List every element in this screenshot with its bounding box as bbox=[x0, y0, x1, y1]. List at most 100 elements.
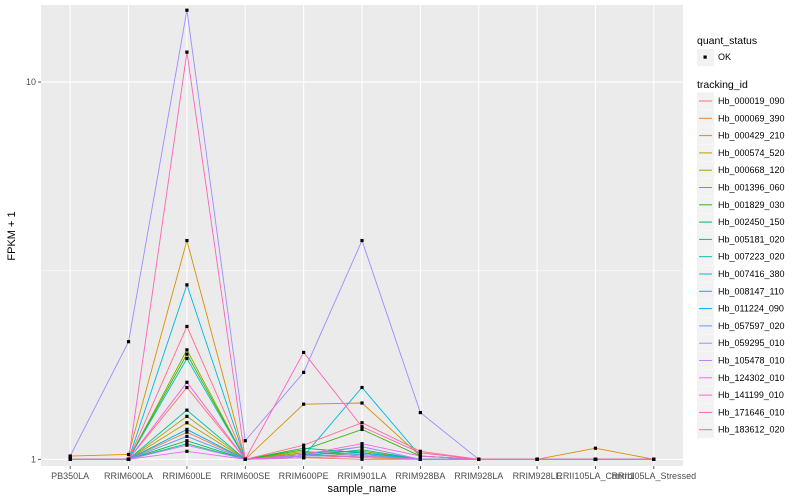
point-Hb_000668_120-2 bbox=[185, 414, 189, 418]
legend-series-entries: Hb_000019_090 Hb_000069_390 Hb_000429_210 H… bbox=[697, 92, 785, 439]
x-tick-label-9: RRII105LA_Control bbox=[556, 471, 634, 481]
y-tick-label-0: 1 bbox=[31, 454, 36, 464]
legend-series-label-3: Hb_000574_520 bbox=[718, 148, 785, 158]
point-Hb_141199_010-4 bbox=[302, 452, 306, 457]
point-Hb_057597_020-2 bbox=[185, 434, 189, 439]
point-Hb_000069_390-5 bbox=[360, 456, 364, 460]
legend-series-label-18: Hb_171646_010 bbox=[718, 407, 785, 417]
legend-series-label-6: Hb_001829_030 bbox=[718, 200, 785, 210]
point-Hb_183612_020-8 bbox=[535, 457, 539, 461]
point-Hb_183612_020-5 bbox=[360, 421, 364, 425]
legend-series-label-0: Hb_000019_090 bbox=[718, 96, 785, 106]
point-Hb_000429_210-9 bbox=[593, 446, 598, 450]
legend-quant-label-0: OK bbox=[718, 52, 731, 62]
point-Hb_007416_380-2 bbox=[185, 356, 189, 361]
legend-series-label-1: Hb_000069_390 bbox=[718, 113, 785, 123]
x-tick-label-10: RRII105LA_Stressed bbox=[612, 471, 697, 481]
point-Hb_011224_090-2 bbox=[185, 427, 189, 432]
point-Hb_124302_010-4 bbox=[302, 456, 306, 460]
point-Hb_059295_010-2 bbox=[185, 8, 189, 12]
legend-series-label-17: Hb_141199_010 bbox=[718, 390, 784, 400]
point-Hb_000069_390-2 bbox=[185, 430, 189, 434]
legend-series-label-7: Hb_002450_150 bbox=[718, 217, 785, 227]
point-Hb_000019_090-2 bbox=[185, 385, 189, 390]
point-Hb_183612_020-0 bbox=[68, 457, 72, 461]
point-Hb_171646_010-4 bbox=[302, 350, 306, 355]
point-Hb_105478_010-2 bbox=[185, 443, 189, 447]
legend-series-label-19: Hb_183612_020 bbox=[718, 425, 785, 435]
x-tick-label-4: RRIM600PE bbox=[279, 471, 329, 481]
legend-series-label-11: Hb_008147_110 bbox=[718, 286, 784, 296]
legend-series-label-13: Hb_057597_020 bbox=[718, 321, 785, 331]
x-tick-label-8: RRIM928LE bbox=[513, 471, 562, 481]
point-Hb_059295_010-1 bbox=[126, 340, 131, 344]
x-axis-title: sample_name bbox=[327, 483, 396, 495]
point-Hb_008147_110-5 bbox=[360, 385, 364, 390]
point-Hb_183612_020-2 bbox=[185, 324, 189, 329]
point-Hb_000429_210-1 bbox=[126, 452, 131, 457]
legend-quant-entries: OK bbox=[697, 49, 731, 66]
y-tick-label-1: 10 bbox=[26, 77, 36, 87]
point-Hb_059295_010-4 bbox=[302, 370, 306, 374]
legend-series-label-12: Hb_011224_090 bbox=[718, 304, 784, 314]
legend: quant_status OK tracking_id Hb_000019_09… bbox=[697, 35, 785, 439]
grid-major bbox=[41, 5, 683, 466]
legend-series-label-8: Hb_005181_020 bbox=[718, 234, 785, 244]
point-Hb_059295_010-5 bbox=[360, 238, 364, 243]
point-Hb_005181_020-5 bbox=[360, 448, 364, 452]
point-Hb_183612_020-10 bbox=[652, 457, 656, 461]
legend-series-label-14: Hb_059295_010 bbox=[718, 338, 785, 348]
point-Hb_002450_150-2 bbox=[185, 439, 189, 443]
point-Hb_000574_520-2 bbox=[185, 421, 189, 425]
point-Hb_000429_210-4 bbox=[302, 402, 306, 406]
point-Hb_171646_010-2 bbox=[185, 50, 189, 54]
x-tick-label-0: PB350LA bbox=[51, 471, 89, 481]
x-tick-label-6: RRIM928BA bbox=[395, 471, 445, 481]
legend-series-label-15: Hb_105478_010 bbox=[718, 356, 785, 366]
legend-series-label-10: Hb_007416_380 bbox=[718, 269, 785, 279]
point-Hb_141199_010-5 bbox=[360, 442, 364, 446]
point-Hb_124302_010-5 bbox=[360, 454, 364, 458]
legend-series-label-4: Hb_000668_120 bbox=[718, 165, 785, 175]
x-tick-label-1: RRIM600LA bbox=[104, 471, 153, 481]
point-Hb_124302_010-6 bbox=[418, 457, 422, 461]
point-Hb_183612_020-7 bbox=[477, 457, 481, 461]
point-Hb_183612_020-1 bbox=[126, 457, 131, 461]
point-Hb_002450_150-4 bbox=[302, 446, 306, 450]
legend-series-label-5: Hb_001396_060 bbox=[718, 183, 785, 193]
x-tick-label-3: RRIM600SE bbox=[220, 471, 270, 481]
point-Hb_059295_010-3 bbox=[243, 439, 247, 443]
point-Hb_000019_090-5 bbox=[360, 457, 364, 461]
point-Hb_105478_010-5 bbox=[360, 445, 364, 449]
point-Hb_171646_010-5 bbox=[360, 425, 364, 429]
point-Hb_001396_060-2 bbox=[185, 348, 189, 352]
x-tick-label-7: RRIM928LA bbox=[454, 471, 503, 481]
series-points bbox=[68, 8, 656, 461]
point-Hb_000429_210-5 bbox=[360, 401, 364, 405]
point-Hb_183612_020-6 bbox=[418, 449, 422, 453]
legend-series-label-9: Hb_007223_020 bbox=[718, 252, 785, 262]
point-Hb_124302_010-2 bbox=[185, 449, 189, 453]
point-Hb_001829_030-2 bbox=[185, 352, 189, 356]
point-Hb_183612_020-4 bbox=[302, 443, 306, 447]
legend-series-label-16: Hb_124302_010 bbox=[718, 373, 785, 383]
point-Hb_007223_020-2 bbox=[185, 408, 189, 412]
point-Hb_141199_010-2 bbox=[185, 380, 189, 384]
point-Hb_000429_210-2 bbox=[185, 238, 189, 243]
point-Hb_059295_010-6 bbox=[418, 410, 422, 415]
point-Hb_183612_020-3 bbox=[243, 457, 247, 461]
legend-quant-symbol-0 bbox=[703, 55, 707, 59]
point-Hb_141199_010-6 bbox=[418, 454, 422, 458]
legend-series-title: tracking_id bbox=[697, 79, 748, 91]
point-Hb_059295_010-0 bbox=[68, 454, 72, 458]
x-tick-label-5: RRIM901LA bbox=[337, 471, 386, 481]
x-tick-label-2: RRIM600LE bbox=[162, 471, 211, 481]
point-Hb_001829_030-5 bbox=[360, 427, 364, 432]
y-axis: 1 10 bbox=[26, 77, 41, 464]
point-Hb_183612_020-9 bbox=[593, 457, 598, 461]
x-axis: PB350LA RRIM600LA RRIM600LE RRIM600SE RRIM60… bbox=[51, 466, 696, 481]
legend-series-label-2: Hb_000429_210 bbox=[718, 131, 785, 141]
legend-quant-title: quant_status bbox=[697, 35, 757, 47]
point-Hb_008147_110-2 bbox=[185, 283, 189, 287]
